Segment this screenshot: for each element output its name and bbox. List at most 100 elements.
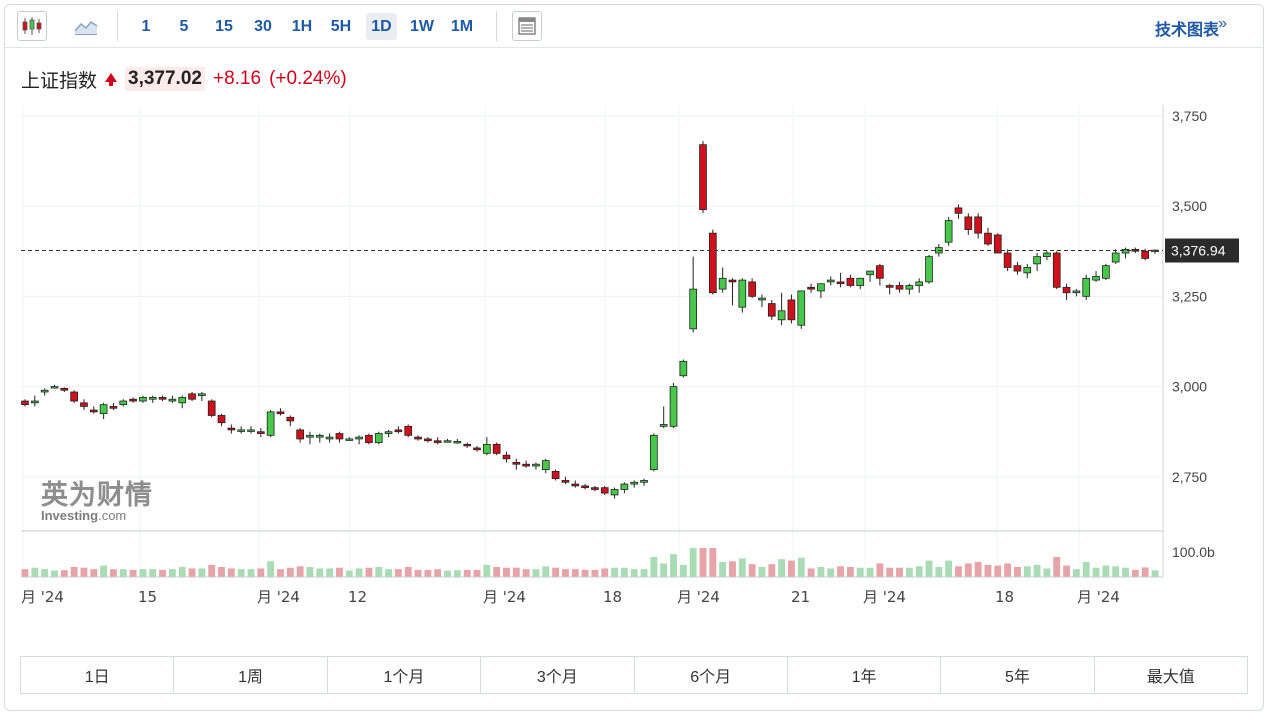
toolbar-divider: [117, 11, 118, 41]
volume-bar: [444, 570, 451, 577]
candle-body: [502, 454, 511, 460]
volume-bar: [896, 567, 903, 577]
chart-widget: 1 5 15 30 1H 5H 1D 1W 1M 技术图表 » 上证指数 3,3…: [4, 4, 1264, 711]
volume-bar: [866, 567, 874, 577]
candle-body: [492, 443, 501, 454]
volume-bar: [591, 569, 599, 577]
interval-30[interactable]: 30: [254, 17, 272, 35]
candle-body: [1082, 277, 1091, 297]
volume-bar: [611, 567, 619, 577]
y-tick-label: 2,750: [1172, 469, 1207, 485]
interval-15[interactable]: 15: [215, 17, 233, 35]
candle-body: [650, 434, 658, 471]
volume-bar: [846, 567, 854, 577]
interval-1m[interactable]: 1M: [450, 17, 474, 35]
volume-bar: [365, 567, 373, 577]
volume-bar: [31, 567, 39, 577]
x-tick-label: 月 '24: [21, 588, 64, 606]
candle-body: [532, 463, 540, 467]
volume-bar: [493, 567, 501, 577]
candle-body: [826, 279, 835, 283]
x-tick-label: 月 '24: [677, 588, 720, 606]
x-tick-label: 月 '24: [257, 588, 300, 606]
candle-body: [443, 440, 452, 443]
volume-bar: [119, 569, 127, 577]
candle-body: [315, 434, 324, 438]
volume-bar: [129, 569, 137, 577]
candle-body: [1003, 252, 1012, 268]
x-tick-label: 15: [138, 588, 157, 606]
volume-bar: [257, 568, 265, 577]
volume-bar: [473, 569, 481, 577]
volume-bar: [945, 560, 953, 577]
volume-bar: [1063, 565, 1071, 577]
x-tick-label: 月 '24: [1077, 588, 1120, 606]
volume-bar: [1023, 566, 1031, 577]
y-tick-label: 3,500: [1172, 198, 1207, 214]
candle-body: [1043, 252, 1051, 258]
candle-body: [365, 434, 373, 443]
volume-bar: [837, 566, 845, 577]
candle-body: [424, 438, 432, 442]
candle-body: [817, 283, 825, 292]
volume-bar: [404, 567, 412, 577]
interval-1h[interactable]: 1H: [291, 17, 313, 35]
volume-bar: [1013, 567, 1021, 577]
candle-body: [60, 387, 69, 391]
range-3m[interactable]: 3个月: [481, 657, 635, 693]
volume-bar: [247, 569, 255, 577]
volume-bar: [434, 569, 442, 577]
candle-body: [1102, 265, 1110, 279]
double-chevron-right-icon[interactable]: »: [1218, 15, 1227, 32]
range-1m[interactable]: 1个月: [328, 657, 482, 693]
range-1w[interactable]: 1周: [174, 657, 328, 693]
volume-bar: [188, 568, 196, 577]
candle-body: [777, 310, 786, 321]
candle-body: [600, 487, 609, 494]
candle-body: [355, 436, 363, 440]
volume-bar: [1112, 566, 1120, 577]
interval-1d[interactable]: 1D: [366, 13, 397, 40]
volume-bar: [532, 569, 540, 577]
range-1d[interactable]: 1日: [21, 657, 175, 693]
volume-bar: [1122, 567, 1129, 577]
technical-chart-link[interactable]: 技术图表: [1154, 22, 1219, 39]
candle-body: [1092, 276, 1100, 281]
volume-bar: [326, 568, 334, 577]
volume-bar: [856, 567, 864, 577]
volume-bar: [139, 569, 147, 577]
volume-bar: [345, 570, 353, 577]
volume-bar: [503, 567, 510, 577]
candle-body: [89, 409, 98, 413]
interval-1w[interactable]: 1W: [410, 17, 434, 35]
volume-bar: [1033, 564, 1041, 577]
volume-bar: [699, 548, 707, 577]
chart-axes: 3,750 3,500 3,250 3,000 2,750 100.0b 月 '24 15 月 …: [21, 105, 1239, 606]
candle-body: [718, 277, 727, 290]
volume-bar: [670, 554, 677, 577]
interval-5h[interactable]: 5H: [330, 17, 352, 35]
range-1y[interactable]: 1年: [788, 657, 942, 693]
volume-bar: [109, 569, 117, 577]
volume-bar: [394, 569, 402, 577]
range-6m[interactable]: 6个月: [635, 657, 788, 693]
x-tick-label: 12: [348, 588, 367, 606]
volume-bar: [355, 568, 363, 577]
volume-bar: [925, 560, 933, 577]
volume-bar: [218, 567, 225, 577]
range-max[interactable]: 最大值: [1146, 669, 1195, 686]
volume-bar: [620, 567, 628, 577]
volume-bar: [149, 569, 157, 577]
interval-5[interactable]: 5: [179, 17, 189, 35]
candle-body: [591, 487, 599, 490]
area-chart-icon[interactable]: [71, 11, 101, 41]
volume-bar: [542, 566, 550, 577]
time-range-selector: 1日 1周 1个月 3个月 6个月 1年 5年 最大值: [20, 656, 1248, 694]
range-5y[interactable]: 5年: [941, 657, 1095, 693]
table-icon[interactable]: [512, 11, 542, 41]
candle-body: [1121, 249, 1130, 254]
interval-1[interactable]: 1: [141, 17, 151, 35]
candlestick-icon[interactable]: [17, 11, 47, 41]
candle-body: [836, 281, 845, 285]
